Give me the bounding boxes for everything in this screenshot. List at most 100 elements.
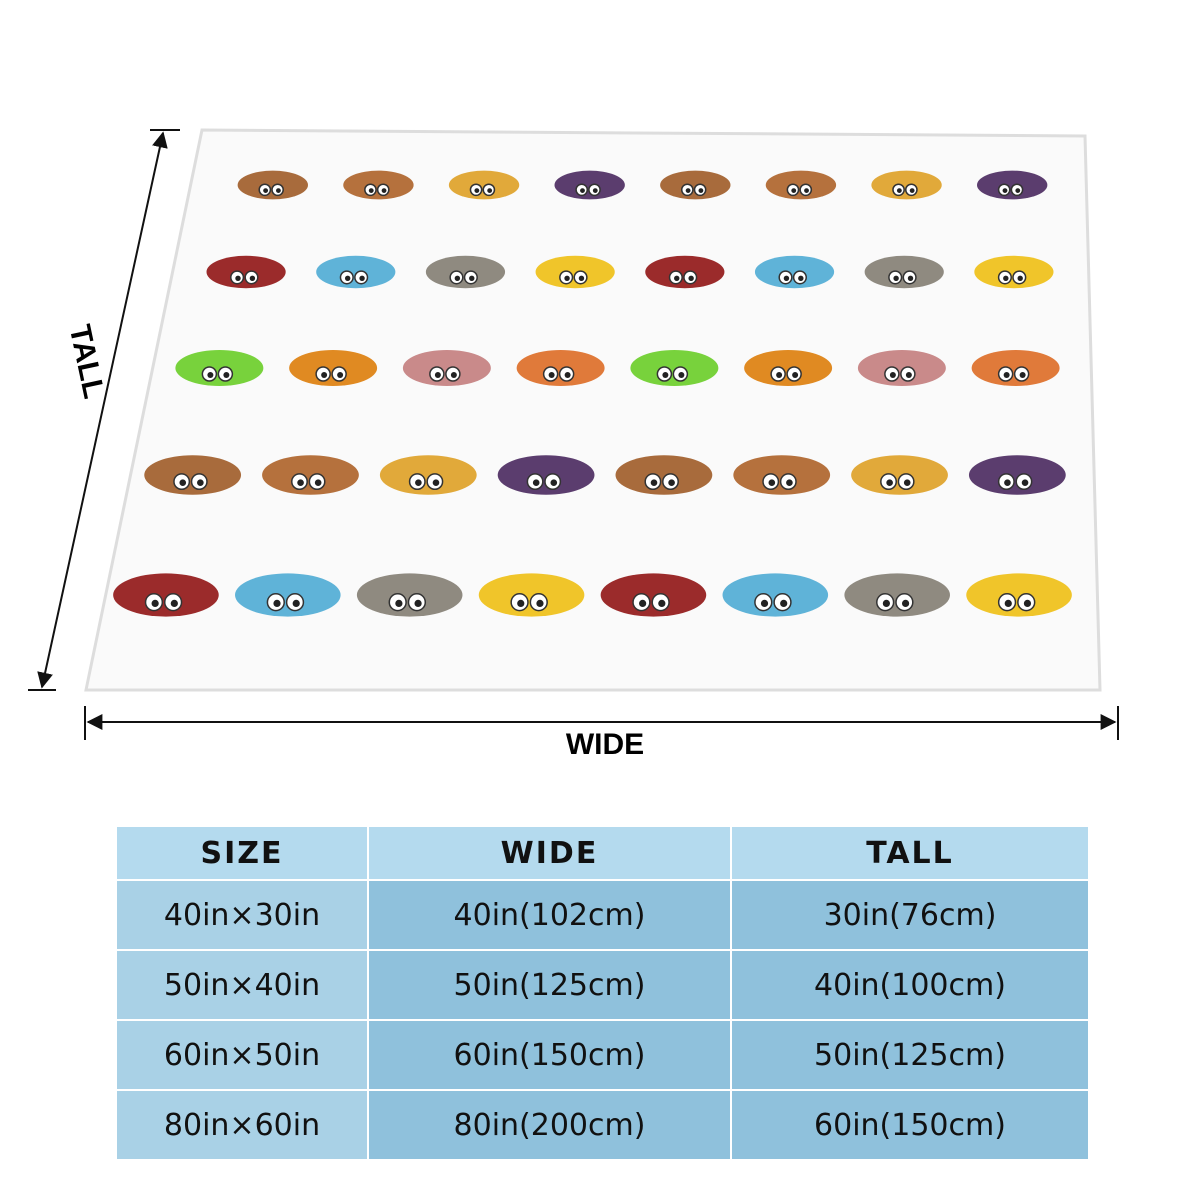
pattern-shape	[249, 275, 256, 281]
pattern-shape	[434, 372, 441, 378]
pattern-shape	[517, 599, 525, 608]
height-label: TALL	[63, 322, 111, 402]
pattern-shape	[415, 479, 422, 487]
pattern-shape	[478, 573, 585, 617]
pattern-shape	[857, 350, 946, 386]
pattern-shape	[144, 455, 242, 495]
pattern-shape	[909, 188, 915, 194]
pattern-shape	[343, 170, 414, 200]
pattern-shape	[798, 275, 804, 281]
pattern-shape	[1023, 599, 1032, 608]
pattern-shape	[197, 479, 204, 487]
pattern-shape	[368, 188, 374, 194]
table-row: 50in×40in 50in(125cm) 40in(100cm)	[117, 951, 1088, 1019]
pattern-shape	[292, 599, 300, 608]
table-cell: 80in(200cm)	[369, 1091, 730, 1159]
pattern-shape	[600, 573, 707, 617]
table-row: 60in×50in 60in(150cm) 50in(125cm)	[117, 1021, 1088, 1089]
pattern-shape	[532, 479, 540, 487]
pattern-shape	[580, 188, 585, 194]
blanket	[84, 128, 1102, 692]
pattern-shape	[768, 479, 776, 487]
pattern-shape	[733, 455, 831, 495]
pattern-shape	[276, 188, 281, 194]
pattern-shape	[425, 255, 506, 289]
pattern-shape	[337, 372, 344, 378]
pattern-shape	[882, 599, 890, 608]
pattern-shape	[207, 372, 214, 378]
pattern-shape	[454, 275, 461, 281]
pattern-shape	[578, 275, 585, 281]
table-row: 80in×60in 80in(200cm) 60in(150cm)	[117, 1091, 1088, 1159]
pattern-shape	[235, 275, 241, 281]
pattern-shape	[674, 275, 680, 281]
pattern-shape	[179, 479, 187, 487]
pattern-shape	[966, 573, 1072, 617]
pattern-shape	[170, 599, 178, 608]
pattern-shape	[791, 188, 797, 194]
pattern-shape	[901, 599, 910, 608]
pattern-shape	[886, 479, 893, 487]
pattern-shape	[650, 479, 658, 487]
pattern-shape	[1017, 275, 1023, 281]
pattern-shape	[516, 350, 605, 386]
pattern-shape	[344, 275, 351, 281]
pattern-shape	[321, 372, 328, 378]
pattern-shape	[402, 350, 491, 386]
pattern-shape	[237, 170, 309, 200]
pattern-shape	[487, 188, 493, 194]
pattern-shape	[316, 255, 396, 289]
pattern-shape	[206, 255, 286, 289]
blanket-diagram: TALL WIDE	[28, 128, 1119, 761]
pattern-shape	[976, 170, 1048, 200]
pattern-shape	[896, 188, 902, 194]
pattern-shape	[765, 170, 837, 200]
header-cell: TALL	[732, 827, 1088, 879]
pattern-shape	[175, 350, 264, 386]
pattern-shape	[1015, 188, 1021, 194]
pattern-shape	[536, 599, 544, 608]
pattern-shape	[783, 275, 790, 281]
table-cell: 40in(102cm)	[369, 881, 730, 949]
pattern-shape	[1021, 479, 1029, 487]
pattern-shape	[630, 350, 719, 386]
pattern-shape	[592, 188, 598, 194]
pattern-shape	[535, 255, 615, 289]
pattern-shape	[698, 188, 704, 194]
table-row: 40in×30in 40in(102cm) 30in(76cm)	[117, 881, 1088, 949]
pattern-shape	[780, 599, 788, 608]
pattern-shape	[151, 599, 159, 608]
pattern-shape	[851, 455, 948, 495]
pattern-shape	[113, 573, 219, 617]
width-label: WIDE	[566, 728, 644, 761]
pattern-shape	[974, 255, 1054, 289]
height-arrow	[37, 131, 168, 689]
pattern-shape	[356, 573, 463, 617]
pattern-shape	[754, 255, 835, 289]
table-cell: 30in(76cm)	[732, 881, 1088, 949]
pattern-shape	[379, 455, 477, 495]
pattern-shape	[359, 275, 365, 281]
pattern-shape	[273, 599, 281, 608]
size-table: SIZE WIDE TALL 40in×30in 40in(102cm) 30in(76c…	[115, 825, 1090, 1161]
pattern-shape	[658, 599, 666, 608]
pattern-shape	[1004, 479, 1011, 487]
pattern-shape	[469, 275, 475, 281]
pattern-shape	[786, 479, 793, 487]
table-cell: 60in×50in	[117, 1021, 367, 1089]
pattern-shape	[744, 350, 833, 386]
header-cell: WIDE	[369, 827, 730, 879]
pattern-shape	[1004, 599, 1012, 608]
pattern-shape	[448, 170, 520, 200]
pattern-shape	[497, 455, 595, 495]
pattern-shape	[395, 599, 403, 608]
pattern-shape	[450, 372, 457, 378]
pattern-shape	[550, 479, 558, 487]
pattern-shape	[792, 372, 799, 378]
pattern-shape	[432, 479, 440, 487]
pattern-shape	[722, 573, 829, 617]
pattern-shape	[639, 599, 647, 608]
pattern-shape	[660, 170, 731, 200]
pattern-shape	[905, 372, 912, 378]
